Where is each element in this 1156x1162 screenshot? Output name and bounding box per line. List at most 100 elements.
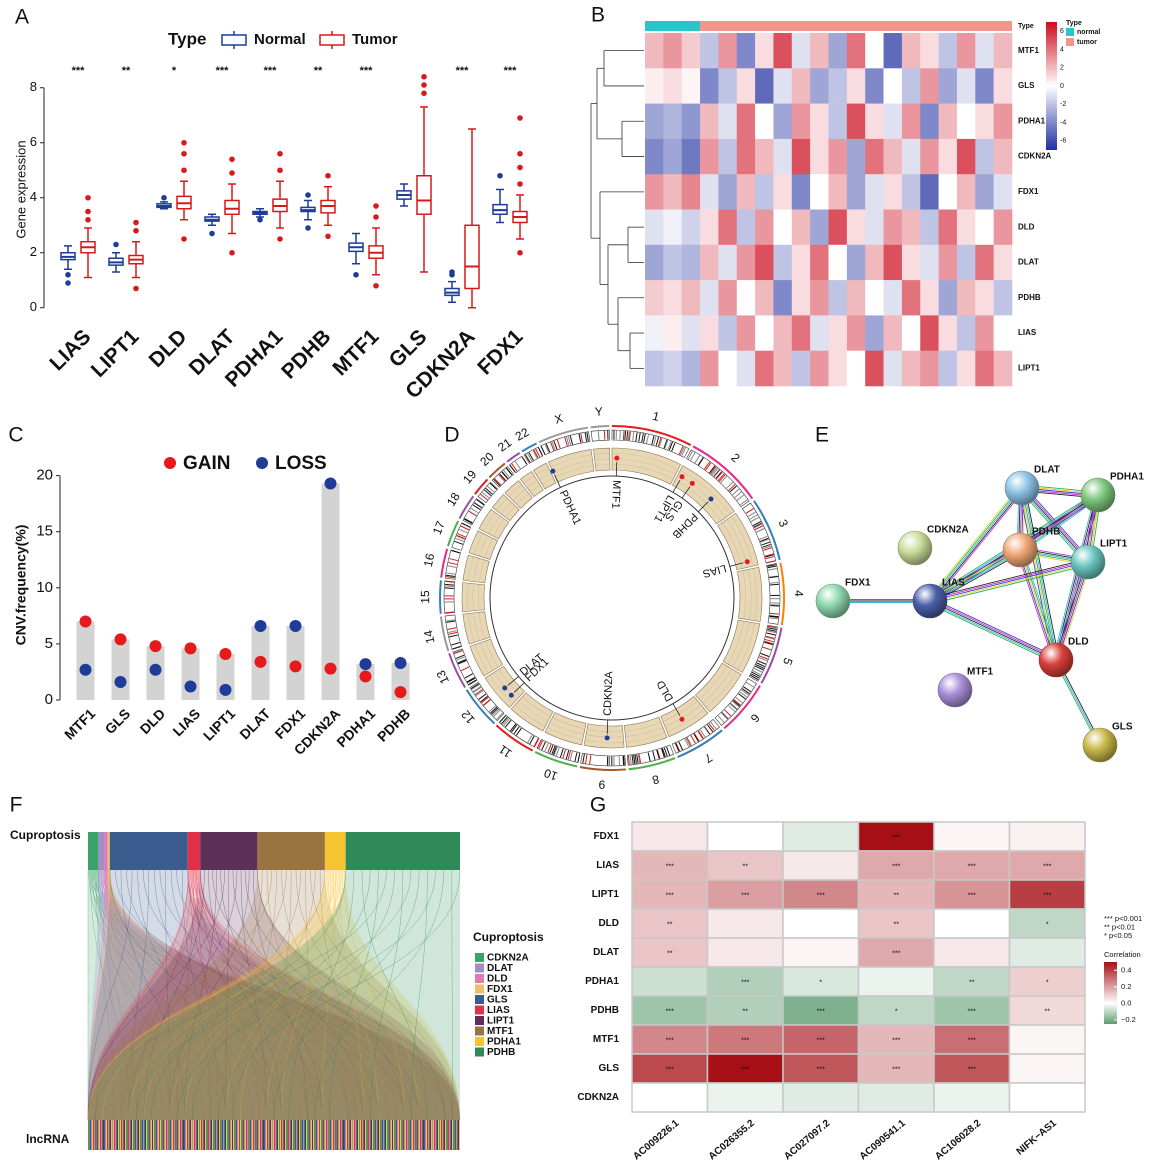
cytoband: [651, 435, 655, 445]
dot: [254, 655, 267, 668]
chromosome-band: [444, 614, 462, 650]
cytoband: [585, 754, 588, 764]
heat-cell: [700, 33, 719, 69]
corr-cell: [857, 995, 935, 1026]
legend-label: CDKN2A: [487, 953, 529, 964]
heat-cell: [791, 315, 811, 351]
cytoband: [447, 630, 457, 633]
cytoband: [767, 568, 777, 571]
node-label: MTF1: [967, 667, 994, 678]
cytoband: [468, 679, 477, 685]
panel-label: A: [15, 6, 29, 29]
outlier: [373, 203, 379, 209]
flow-line: [143, 869, 330, 1121]
cytoband: [681, 447, 687, 456]
edge: [929, 548, 1020, 601]
flow-line: [102, 869, 326, 1121]
flow-line: [220, 869, 323, 1121]
outlier: [209, 230, 215, 237]
cytoband: [697, 730, 704, 739]
legend-label: * p<0.05: [1104, 931, 1132, 940]
cytoband: [685, 737, 691, 747]
flow-line: [310, 869, 453, 1121]
flow-line: [107, 869, 115, 1121]
track: [624, 716, 668, 748]
heat-cell: [975, 350, 994, 387]
edge: [1052, 560, 1086, 660]
cytoband: [647, 752, 651, 762]
cytoband: [769, 576, 779, 579]
panel-label: D: [444, 424, 459, 447]
node: [1070, 544, 1106, 580]
cytoband: [455, 654, 465, 659]
cytoband: [753, 522, 763, 528]
heat-cell: [718, 33, 738, 69]
range-bar: [321, 483, 340, 700]
cytoband: [734, 491, 742, 498]
chromosome-outline: [677, 729, 723, 758]
heat-cell: [901, 103, 921, 140]
corr-cell: [631, 908, 709, 939]
cytoband: [565, 750, 570, 760]
significance-label: ***: [504, 65, 518, 77]
cytoband: [562, 749, 567, 759]
legend-dot: [256, 457, 268, 469]
cytoband: [515, 727, 522, 736]
chromosome-outline: [760, 627, 783, 684]
heat-cell: [663, 33, 682, 69]
track-grid: [505, 505, 516, 518]
edge: [930, 563, 1089, 603]
chromosome-band: [686, 449, 750, 508]
heat-cell: [663, 280, 682, 316]
corr-cell: [1008, 850, 1086, 881]
cytoband: [528, 452, 534, 461]
panel-label: E: [815, 424, 829, 447]
cytoband: [464, 518, 473, 524]
flow-line: [92, 869, 171, 1121]
heat-cell: [736, 33, 756, 69]
cytoband: [686, 737, 692, 746]
heat-cell: [938, 103, 958, 140]
heat-cell: [846, 174, 866, 210]
significance-label: ***: [968, 863, 976, 870]
heat-cell: [846, 244, 866, 281]
node: [937, 672, 973, 708]
flow-line: [97, 869, 390, 1121]
cytoband: [632, 431, 635, 441]
cytoband: [474, 689, 483, 696]
flow-line: [240, 869, 327, 1121]
cytoband: [767, 627, 777, 630]
cytoband: [493, 479, 501, 487]
chromosome-band: [766, 563, 781, 625]
cytoband: [657, 437, 662, 447]
cytoband: [641, 433, 644, 443]
corr-cell: [782, 995, 860, 1026]
cytoband: [464, 673, 474, 679]
heat-cell: [938, 244, 958, 281]
heat-cell: [993, 33, 1013, 69]
cytoband: [577, 753, 581, 763]
colorbar: [1046, 22, 1057, 150]
significance-label: *: [1046, 979, 1049, 986]
heat-cell: [663, 174, 682, 210]
flow-line: [143, 869, 205, 1121]
flow-line: [165, 869, 171, 1121]
significance-label: ***: [456, 65, 470, 77]
cytoband: [762, 545, 772, 550]
cytoband: [767, 565, 777, 569]
dot: [184, 680, 197, 693]
cytoband: [567, 436, 572, 446]
significance-label: ***: [968, 892, 976, 899]
flow-line: [93, 869, 446, 1121]
track-grid: [478, 584, 480, 611]
cytoband: [635, 432, 638, 442]
significance-label: **: [894, 921, 900, 928]
cytoband: [675, 742, 681, 752]
outlier: [277, 150, 283, 157]
corr-cell: [706, 1082, 784, 1113]
cytoband: [764, 641, 774, 646]
cytoband: [762, 543, 771, 548]
gene-leader: [681, 486, 691, 499]
cytoband: [549, 744, 554, 754]
outlier: [517, 164, 523, 171]
